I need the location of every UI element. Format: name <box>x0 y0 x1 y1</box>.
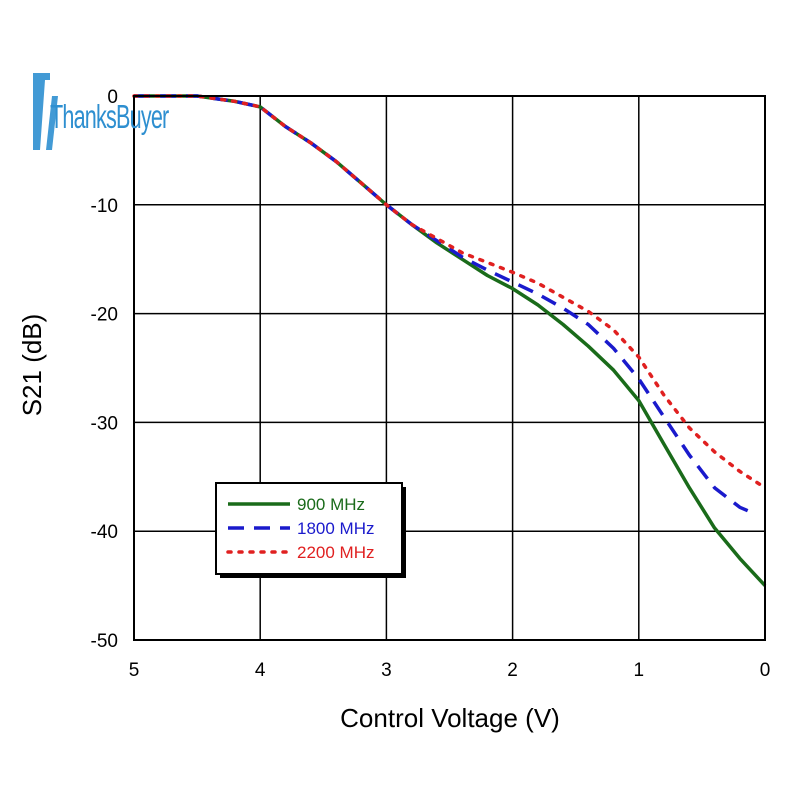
y-tick-label: -50 <box>91 631 118 652</box>
x-tick-labels: 5 4 3 2 1 0 <box>129 660 771 681</box>
legend-label: 2200 MHz <box>297 543 374 562</box>
series-line-1800-mhz <box>134 94 754 515</box>
y-tick-label: 0 <box>107 87 118 108</box>
logo-mark-icon <box>33 73 58 150</box>
x-axis-title: Control Voltage (V) <box>340 703 560 733</box>
logo-text: ThanksBuyer <box>50 98 169 136</box>
x-tick-label: 3 <box>381 660 392 681</box>
grid-lines <box>133 95 766 641</box>
x-tick-label: 4 <box>255 660 266 681</box>
legend-label: 900 MHz <box>297 495 365 514</box>
legend: 900 MHz 1800 MHz 2200 MHz <box>215 482 406 578</box>
x-tick-label: 0 <box>760 660 771 681</box>
y-tick-label: -40 <box>91 522 118 543</box>
y-tick-label: -20 <box>91 305 118 326</box>
x-tick-label: 1 <box>634 660 645 681</box>
watermark-logo: ThanksBuyer <box>33 73 170 150</box>
x-tick-label: 5 <box>129 660 140 681</box>
y-tick-labels: 0 -10 -20 -30 -40 -50 <box>91 87 118 652</box>
series-lines <box>132 94 767 587</box>
legend-label: 1800 MHz <box>297 519 374 538</box>
x-tick-label: 2 <box>507 660 518 681</box>
y-axis-title: S21 (dB) <box>17 314 47 417</box>
y-tick-label: -30 <box>91 413 118 434</box>
plot-frame <box>133 95 766 641</box>
legend-box <box>215 482 403 575</box>
series-line-2200-mhz <box>132 94 767 490</box>
y-tick-label: -10 <box>91 196 118 217</box>
